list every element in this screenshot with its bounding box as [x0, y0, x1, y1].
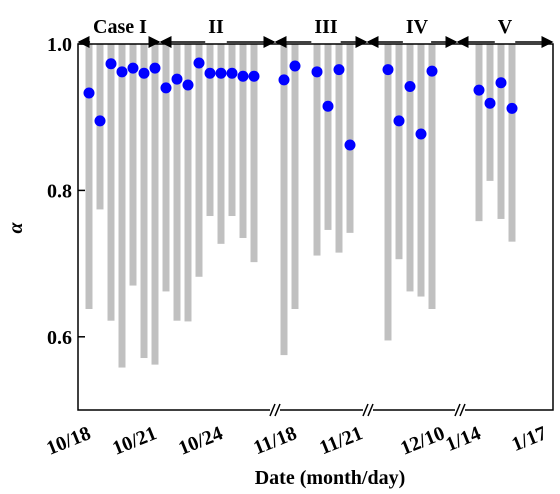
case-label: III: [314, 16, 338, 38]
range-bar: [346, 44, 354, 233]
range-bar: [508, 44, 516, 242]
axes-frame: [77, 43, 554, 411]
alpha-dot: [473, 84, 485, 96]
range-bar: [486, 44, 494, 181]
alpha-dot: [248, 70, 260, 82]
range-bar: [406, 44, 414, 292]
x-tick-label: 12/10: [397, 422, 447, 459]
range-bar: [250, 44, 258, 263]
y-tick-label: 0.6: [47, 327, 72, 349]
alpha-dot: [322, 100, 334, 112]
x-tick-label: 10/21: [109, 422, 159, 459]
y-tick-label: 1.0: [47, 34, 72, 56]
range-bar: [324, 44, 332, 230]
case-label: II: [208, 16, 224, 38]
alpha-dot: [171, 73, 183, 85]
y-tick-label: 0.8: [47, 180, 72, 202]
range-bar: [195, 44, 203, 277]
x-axis-label: Date (month/day): [255, 467, 406, 489]
range-bar: [475, 44, 483, 222]
range-bar: [162, 44, 170, 292]
x-tick-label: 1/17: [509, 422, 550, 456]
alpha-dot: [215, 67, 227, 79]
range-bar: [291, 44, 299, 309]
plot-area: [85, 44, 516, 368]
x-tick-label: 11/18: [250, 422, 299, 459]
alpha-dot: [182, 79, 194, 91]
alpha-dot: [484, 97, 496, 109]
range-bar: [184, 44, 192, 322]
range-bar: [497, 44, 505, 219]
alpha-dot: [127, 62, 139, 74]
alpha-dot: [344, 139, 356, 151]
x-tick-label: 10/18: [43, 422, 93, 459]
range-bar: [428, 44, 436, 309]
alpha-dot: [193, 57, 205, 69]
range-bar: [228, 44, 236, 217]
range-bar: [217, 44, 225, 244]
alpha-dot: [116, 66, 128, 78]
alpha-dot: [226, 67, 238, 79]
range-bar: [335, 44, 343, 253]
range-bar: [173, 44, 181, 321]
range-bar: [417, 44, 425, 297]
axis-breaks: [269, 402, 466, 418]
alpha-dot: [138, 67, 150, 79]
x-tick-label: 1/14: [443, 422, 484, 456]
x-tick-label: 11/21: [316, 422, 365, 459]
alpha-dot: [83, 87, 95, 99]
alpha-dot: [404, 80, 416, 92]
alpha-dot: [333, 64, 345, 76]
alpha-dot: [204, 67, 216, 79]
range-bar: [384, 44, 392, 341]
alpha-dot: [149, 62, 161, 74]
case-label: V: [498, 16, 513, 38]
range-bar: [151, 44, 159, 365]
range-bar: [313, 44, 321, 256]
range-bar: [129, 44, 137, 286]
range-bar: [206, 44, 214, 217]
alpha-dot: [278, 74, 290, 86]
alpha-dot: [105, 58, 117, 70]
alpha-dot: [311, 66, 323, 78]
alpha-dot: [94, 115, 106, 127]
alpha-dot: [506, 102, 518, 114]
alpha-dot: [382, 64, 394, 76]
range-bar: [118, 44, 126, 368]
x-tick-label: 10/24: [175, 422, 225, 459]
alpha-dot: [426, 65, 438, 77]
alpha-dot: [393, 115, 405, 127]
alpha-dot: [289, 60, 301, 72]
range-bar: [395, 44, 403, 260]
range-bar: [239, 44, 247, 238]
alpha-dot: [237, 70, 249, 82]
range-bar: [140, 44, 148, 359]
range-bar: [96, 44, 104, 210]
case-label: IV: [406, 16, 429, 38]
range-bar: [85, 44, 93, 309]
range-bar: [107, 44, 115, 321]
case-label: Case I: [93, 16, 147, 38]
range-bar: [280, 44, 288, 356]
alpha-dot: [495, 77, 507, 89]
alpha-dot: [160, 82, 172, 94]
y-axis-label: α: [5, 222, 27, 234]
alpha-dot: [415, 128, 427, 140]
